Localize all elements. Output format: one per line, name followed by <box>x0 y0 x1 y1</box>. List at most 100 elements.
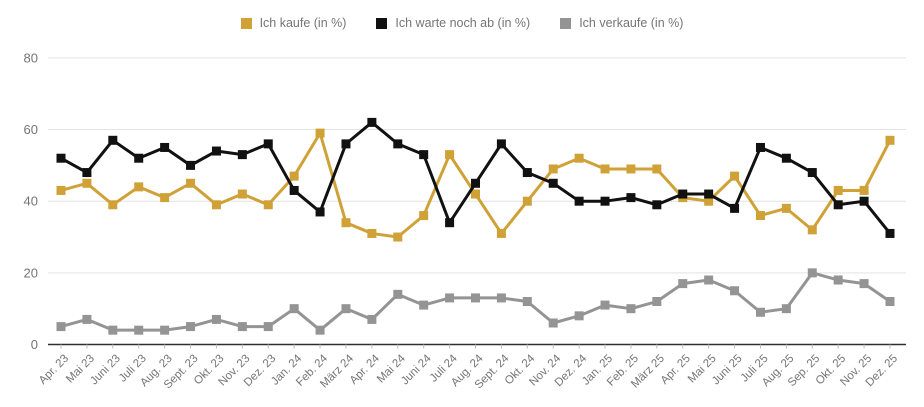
data-point-marker[interactable] <box>134 153 144 163</box>
data-point-marker[interactable] <box>393 232 403 242</box>
data-point-marker[interactable] <box>859 196 869 206</box>
data-point-marker[interactable] <box>367 117 377 127</box>
data-point-marker[interactable] <box>263 200 273 210</box>
data-point-marker[interactable] <box>652 164 662 174</box>
data-point-marker[interactable] <box>341 139 351 149</box>
data-point-marker[interactable] <box>237 150 247 160</box>
data-point-marker[interactable] <box>652 297 662 307</box>
data-point-marker[interactable] <box>56 185 66 195</box>
data-point-marker[interactable] <box>833 185 843 195</box>
data-point-marker[interactable] <box>626 193 636 203</box>
data-point-marker[interactable] <box>56 153 66 163</box>
y-axis-label: 40 <box>24 194 38 209</box>
data-point-marker[interactable] <box>263 322 273 332</box>
data-point-marker[interactable] <box>704 275 714 285</box>
data-point-marker[interactable] <box>211 314 221 324</box>
data-point-marker[interactable] <box>548 178 558 188</box>
data-point-marker[interactable] <box>211 200 221 210</box>
data-point-marker[interactable] <box>781 153 791 163</box>
data-point-marker[interactable] <box>82 168 92 178</box>
data-point-marker[interactable] <box>393 289 403 299</box>
data-point-marker[interactable] <box>315 128 325 138</box>
data-point-marker[interactable] <box>885 135 895 145</box>
data-point-marker[interactable] <box>730 203 740 213</box>
data-point-marker[interactable] <box>471 178 480 188</box>
data-point-marker[interactable] <box>186 322 196 332</box>
data-point-marker[interactable] <box>315 207 325 217</box>
data-point-marker[interactable] <box>160 193 170 203</box>
data-point-marker[interactable] <box>160 325 170 335</box>
data-point-marker[interactable] <box>574 311 584 321</box>
data-point-marker[interactable] <box>56 322 66 332</box>
data-point-marker[interactable] <box>289 185 299 195</box>
data-point-marker[interactable] <box>134 182 144 192</box>
data-point-marker[interactable] <box>471 293 480 303</box>
data-point-marker[interactable] <box>730 286 740 296</box>
data-point-marker[interactable] <box>496 293 506 303</box>
data-point-marker[interactable] <box>833 275 843 285</box>
data-point-marker[interactable] <box>419 150 429 160</box>
data-point-marker[interactable] <box>367 228 377 238</box>
data-point-marker[interactable] <box>600 164 610 174</box>
data-point-marker[interactable] <box>859 279 869 289</box>
data-point-marker[interactable] <box>315 325 325 335</box>
data-point-marker[interactable] <box>522 297 532 307</box>
data-point-marker[interactable] <box>755 142 765 152</box>
data-point-marker[interactable] <box>496 228 506 238</box>
data-point-marker[interactable] <box>263 139 273 149</box>
data-point-marker[interactable] <box>807 225 817 235</box>
data-point-marker[interactable] <box>82 314 92 324</box>
data-point-marker[interactable] <box>419 300 429 310</box>
data-point-marker[interactable] <box>600 196 610 206</box>
data-point-marker[interactable] <box>134 325 144 335</box>
data-point-marker[interactable] <box>704 189 714 199</box>
data-point-marker[interactable] <box>108 135 118 145</box>
data-point-marker[interactable] <box>445 218 455 228</box>
data-point-marker[interactable] <box>211 146 221 156</box>
data-point-marker[interactable] <box>108 325 118 335</box>
data-point-marker[interactable] <box>704 196 714 206</box>
data-point-marker[interactable] <box>289 304 299 314</box>
data-point-marker[interactable] <box>471 189 480 199</box>
data-point-marker[interactable] <box>885 297 895 307</box>
data-point-marker[interactable] <box>341 304 351 314</box>
data-point-marker[interactable] <box>807 268 817 278</box>
data-point-marker[interactable] <box>678 279 688 289</box>
data-point-marker[interactable] <box>626 304 636 314</box>
data-point-marker[interactable] <box>574 153 584 163</box>
data-point-marker[interactable] <box>652 200 662 210</box>
data-point-marker[interactable] <box>574 196 584 206</box>
data-point-marker[interactable] <box>186 160 196 170</box>
data-point-marker[interactable] <box>522 168 532 178</box>
data-point-marker[interactable] <box>781 203 791 213</box>
data-point-marker[interactable] <box>445 150 455 160</box>
data-point-marker[interactable] <box>393 139 403 149</box>
data-point-marker[interactable] <box>548 164 558 174</box>
data-point-marker[interactable] <box>237 189 247 199</box>
data-point-marker[interactable] <box>600 300 610 310</box>
data-point-marker[interactable] <box>859 185 869 195</box>
data-point-marker[interactable] <box>885 228 895 238</box>
data-point-marker[interactable] <box>730 171 740 181</box>
data-point-marker[interactable] <box>108 200 118 210</box>
data-point-marker[interactable] <box>781 304 791 314</box>
data-point-marker[interactable] <box>678 189 688 199</box>
data-point-marker[interactable] <box>445 293 455 303</box>
data-point-marker[interactable] <box>548 318 558 328</box>
data-point-marker[interactable] <box>522 196 532 206</box>
data-point-marker[interactable] <box>755 307 765 317</box>
data-point-marker[interactable] <box>755 211 765 221</box>
data-point-marker[interactable] <box>367 314 377 324</box>
data-point-marker[interactable] <box>419 211 429 221</box>
data-point-marker[interactable] <box>807 168 817 178</box>
data-point-marker[interactable] <box>237 322 247 332</box>
data-point-marker[interactable] <box>160 142 170 152</box>
data-point-marker[interactable] <box>833 200 843 210</box>
data-point-marker[interactable] <box>186 178 196 188</box>
data-point-marker[interactable] <box>626 164 636 174</box>
data-point-marker[interactable] <box>341 218 351 228</box>
data-point-marker[interactable] <box>289 171 299 181</box>
data-point-marker[interactable] <box>496 139 506 149</box>
data-point-marker[interactable] <box>82 178 92 188</box>
